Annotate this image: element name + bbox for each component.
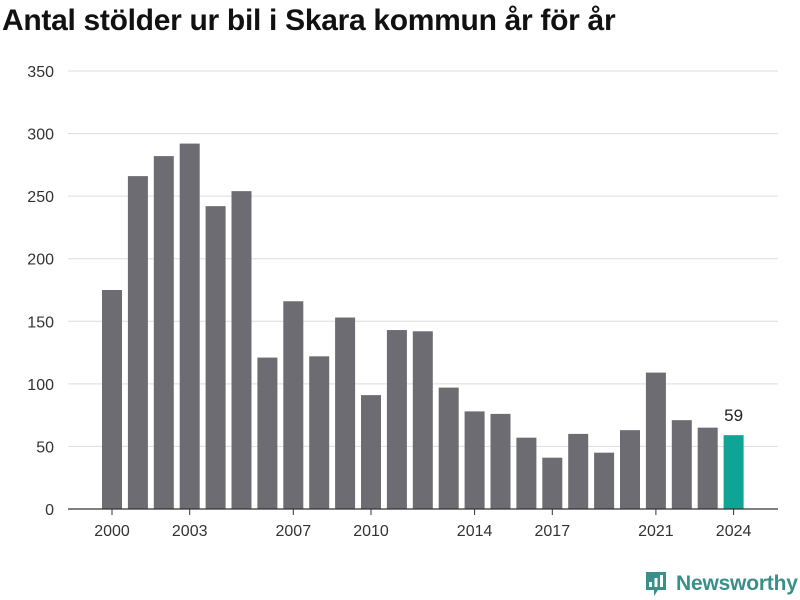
bar xyxy=(645,372,666,509)
y-tick-label: 100 xyxy=(27,377,54,394)
bar xyxy=(179,143,200,509)
chart-title: Antal stölder ur bil i Skara kommun år f… xyxy=(2,4,616,37)
x-tick-label: 2003 xyxy=(172,523,208,540)
bar xyxy=(490,413,511,509)
newsworthy-logo-icon xyxy=(646,572,666,596)
bar xyxy=(516,437,537,509)
x-tick-label: 2024 xyxy=(716,523,752,540)
bar xyxy=(620,430,640,509)
bar xyxy=(205,206,226,509)
x-tick-label: 2007 xyxy=(276,523,312,540)
bar xyxy=(335,317,356,509)
brand-name: Newsworthy xyxy=(676,572,798,595)
bar xyxy=(594,452,615,509)
y-axis-labels: 0 50 100 150 200 250 300 350 xyxy=(27,64,54,519)
bar xyxy=(568,433,589,509)
data-labels: 59 xyxy=(724,406,743,425)
bar xyxy=(386,330,407,509)
brand-logo[interactable]: Newsworthy xyxy=(644,569,798,599)
bar xyxy=(542,457,563,509)
y-tick-label: 0 xyxy=(45,502,54,519)
bar xyxy=(412,331,433,509)
x-tick-label: 2000 xyxy=(94,523,130,540)
bar xyxy=(438,387,459,509)
x-axis: 2000 2003 2007 2010 2014 2017 2021 2024 xyxy=(68,508,778,540)
x-tick-label: 2021 xyxy=(638,523,674,540)
data-label: 59 xyxy=(724,406,743,425)
bars xyxy=(102,143,744,509)
y-tick-label: 250 xyxy=(27,189,54,206)
bar xyxy=(102,290,122,509)
y-tick-label: 350 xyxy=(27,64,54,81)
y-tick-label: 150 xyxy=(27,314,54,331)
y-tick-label: 200 xyxy=(27,252,54,269)
bar xyxy=(283,301,304,509)
bar xyxy=(257,357,278,509)
x-tick-label: 2017 xyxy=(535,523,571,540)
y-tick-label: 50 xyxy=(36,439,54,456)
bar xyxy=(723,435,744,509)
bar xyxy=(464,411,485,509)
y-tick-label: 300 xyxy=(27,127,54,144)
bar xyxy=(309,356,330,509)
bar xyxy=(361,395,381,509)
x-tick-label: 2010 xyxy=(353,523,389,540)
bar xyxy=(671,420,692,509)
bar xyxy=(697,427,718,509)
x-tick-label: 2014 xyxy=(457,523,493,540)
bar xyxy=(153,156,174,509)
bar xyxy=(231,191,252,509)
bar xyxy=(127,176,148,509)
